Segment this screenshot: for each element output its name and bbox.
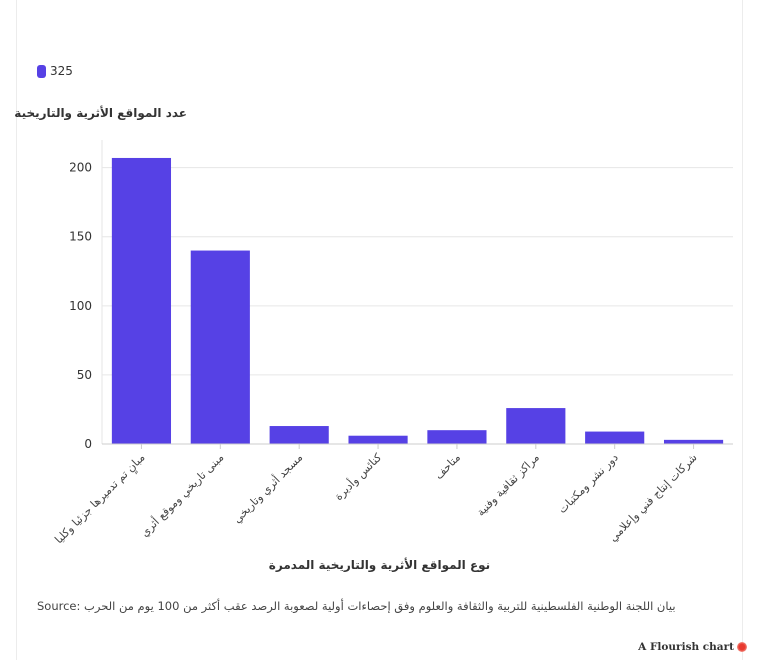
source-text: بيان اللجنة الوطنية الفلسطينية للتربية و… xyxy=(84,599,676,613)
x-tick-label: مراكز ثقافية وفنية xyxy=(474,451,542,519)
bar[interactable] xyxy=(269,426,329,444)
y-tick-label: 50 xyxy=(77,368,92,382)
legend-label: 325 xyxy=(50,64,73,78)
y-axis-title: عدد المواقع الأثرية والتاريخية xyxy=(14,106,187,120)
y-tick-label: 0 xyxy=(84,437,92,451)
y-tick-label: 150 xyxy=(69,230,92,244)
source-note: Source: بيان اللجنة الوطنية الفلسطينية ل… xyxy=(37,599,676,613)
y-tick-label: 200 xyxy=(69,161,92,175)
flourish-credit-link[interactable]: A Flourish chart xyxy=(638,641,747,653)
flourish-credit-label: A Flourish chart xyxy=(638,641,734,653)
y-tick-label: 100 xyxy=(69,299,92,313)
x-axis-title: نوع المواقع الأثرية والتاريخية المدمرة xyxy=(268,558,491,572)
x-tick-label: مسجد أثري وتاريخي xyxy=(230,450,306,526)
bar[interactable] xyxy=(506,408,566,444)
bar[interactable] xyxy=(190,250,250,444)
legend[interactable]: 325 xyxy=(37,64,73,78)
x-tick-label: مبنى تاريخي وموقع أثري xyxy=(137,450,226,539)
bar[interactable] xyxy=(348,435,408,444)
x-tick-label: كنائس وأديرة xyxy=(331,450,384,503)
flourish-logo-icon xyxy=(737,642,747,652)
x-tick-label: شركات إنتاج فني وإعلامي xyxy=(606,451,699,544)
bar[interactable] xyxy=(111,157,172,445)
x-tick-label: متاحف xyxy=(432,451,463,482)
bar[interactable] xyxy=(427,430,487,444)
bar-chart: 0 50 100 150 200 مبانٍ تم تدميرها جزئيا وكليا… xyxy=(52,140,733,548)
legend-swatch xyxy=(37,64,46,78)
x-tick-label: مبانٍ تم تدميرها جزئيا وكليا xyxy=(52,451,149,548)
frame-border-right xyxy=(742,0,743,660)
bar[interactable] xyxy=(663,439,724,444)
frame-border-left xyxy=(16,0,17,660)
x-tick-label: دور نشر ومكتبات xyxy=(556,451,621,516)
bar[interactable] xyxy=(585,431,645,444)
source-prefix: Source: xyxy=(37,599,81,613)
